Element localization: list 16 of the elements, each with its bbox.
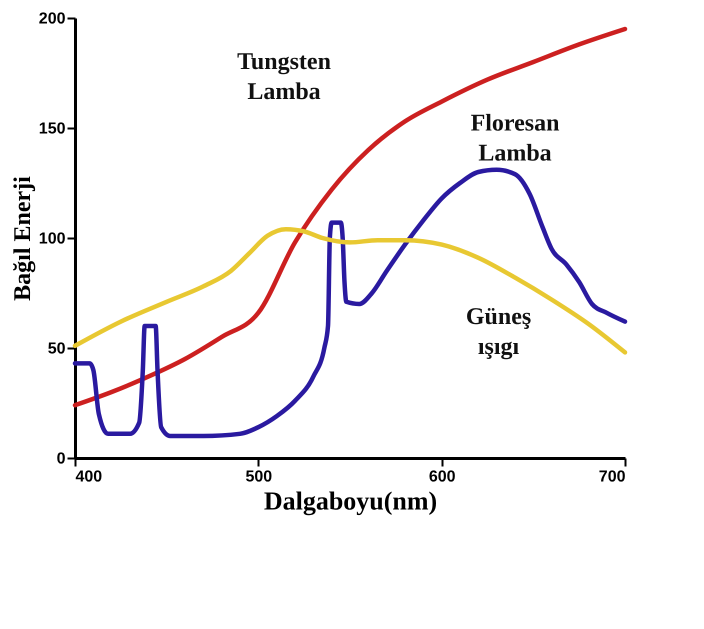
x-tick-label: 600: [428, 468, 456, 486]
y-axis-title: Bağıl Enerji: [10, 176, 36, 301]
y-tick-label: 200: [38, 10, 66, 28]
x-tick-label: 500: [245, 468, 272, 486]
x-tick-label: 700: [598, 468, 626, 486]
series-label: Güneş ışıgı: [466, 304, 532, 360]
y-tick-label: 50: [48, 340, 66, 358]
text: Tungsten Lamba: [237, 49, 331, 105]
y-tick-label: 0: [56, 450, 66, 468]
series-label: Floresan Lamba: [470, 110, 560, 167]
x-axis-title: Dalgaboyu(nm): [264, 486, 438, 516]
y-tick-label: 150: [38, 120, 66, 138]
x-tick-label: 400: [76, 468, 102, 486]
line-series: [72, 26, 628, 408]
line-series: [72, 168, 628, 438]
y-tick-label: 100: [38, 230, 66, 248]
